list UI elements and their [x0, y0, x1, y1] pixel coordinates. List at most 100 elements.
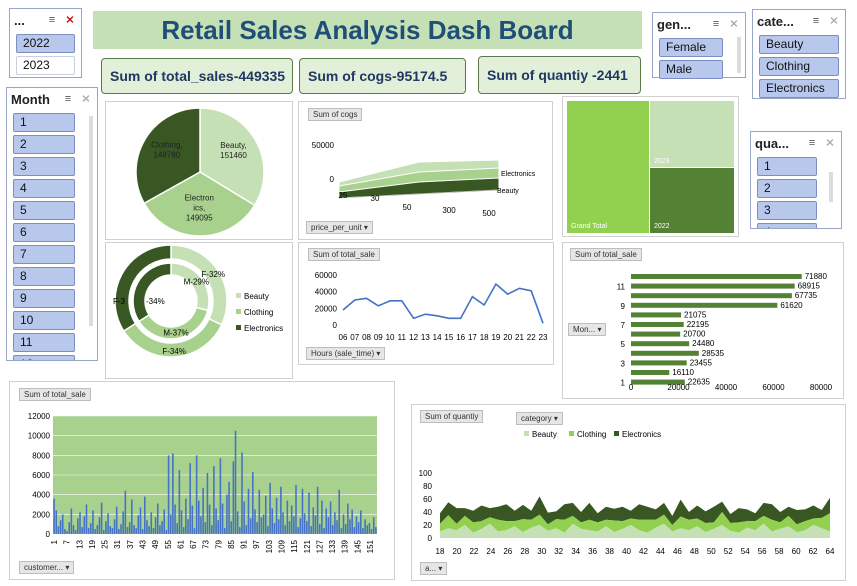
- month-item[interactable]: 11: [13, 333, 75, 352]
- multi-select-icon[interactable]: ≡: [712, 18, 720, 30]
- customer-bar: [96, 525, 99, 534]
- x-tick: 79: [214, 539, 223, 548]
- quarter-item[interactable]: 3: [757, 201, 817, 220]
- customer-bar: [355, 516, 358, 534]
- customer-bar: [92, 510, 94, 534]
- customer-bar: [247, 488, 250, 534]
- month-bar: [631, 293, 792, 299]
- y-tick: 80: [423, 482, 432, 491]
- customer-bar: [167, 455, 170, 534]
- legend-label: Clothing: [244, 308, 273, 317]
- hours-dropdown[interactable]: Hours (sale_time): [306, 347, 386, 360]
- x-tick: 1: [50, 539, 59, 544]
- y-tick: 60000: [315, 271, 338, 280]
- customer-bar: [74, 530, 77, 534]
- month-item-list: 123456789101112: [7, 113, 97, 360]
- month-bar: [631, 312, 682, 318]
- customer-bar: [53, 498, 55, 534]
- customer-bar: [144, 496, 146, 534]
- x-tick: 0: [629, 383, 634, 392]
- donut-segment: [114, 244, 172, 333]
- customer-bar: [83, 516, 86, 534]
- y-tick: 0: [46, 530, 51, 539]
- gender-item[interactable]: Male: [659, 60, 723, 79]
- gender-scrollbar[interactable]: [737, 37, 741, 73]
- customer-bar: [338, 489, 340, 534]
- month-item[interactable]: 8: [13, 267, 75, 286]
- month-dropdown[interactable]: Mon...: [568, 323, 607, 336]
- multi-select-icon[interactable]: ≡: [812, 15, 820, 27]
- customer-dropdown[interactable]: customer...: [19, 561, 75, 574]
- customer-bar: [109, 526, 112, 534]
- month-item[interactable]: 3: [13, 157, 75, 176]
- quarter-scrollbar[interactable]: [829, 172, 833, 202]
- gender-donut-panel: F-32% F-34% M-29% M-37% F-3 -34% Beauty Clothin…: [105, 242, 293, 379]
- x-tick: 40000: [715, 383, 738, 392]
- customer-bar: [146, 520, 148, 534]
- x-tick: 06: [339, 333, 348, 342]
- customer-bar: [219, 458, 222, 534]
- month-item[interactable]: 2: [13, 135, 75, 154]
- donut-data-label: F-32%: [201, 270, 225, 279]
- donut-data-label: M-29%: [184, 277, 209, 286]
- customer-bar: [314, 515, 317, 534]
- customer-bar: [148, 526, 150, 534]
- customer-bar: [295, 484, 297, 534]
- month-item[interactable]: 7: [13, 245, 75, 264]
- month-scrollbar[interactable]: [89, 116, 93, 326]
- multi-select-icon[interactable]: ≡: [64, 93, 72, 105]
- month-slicer: Month ≡ ⨯ 123456789101112: [6, 87, 98, 361]
- year-item[interactable]: 2023: [16, 56, 75, 75]
- month-item[interactable]: 5: [13, 201, 75, 220]
- customer-bar: [375, 527, 377, 534]
- quarter-item[interactable]: 1: [757, 157, 817, 176]
- quarter-item[interactable]: 4: [757, 223, 817, 228]
- kpi-total-sales: Sum of total_sales-449335: [101, 58, 293, 94]
- category-item[interactable]: Clothing: [759, 57, 839, 76]
- x-tick: 40: [622, 547, 631, 556]
- customer-bar: [262, 514, 265, 534]
- y-tick: 2000: [32, 510, 50, 519]
- category-item[interactable]: Beauty: [759, 35, 839, 54]
- treemap-label: 2023: [654, 158, 670, 165]
- gender-slicer-header: gen... ≡ ⨯: [653, 13, 745, 35]
- month-item[interactable]: 10: [13, 311, 75, 330]
- customer-bar: [152, 528, 155, 534]
- y-tick: 4000: [32, 491, 50, 500]
- x-tick: 133: [328, 539, 337, 553]
- x-tick: 151: [366, 539, 375, 553]
- y-tick: 40: [423, 508, 432, 517]
- month-item[interactable]: 6: [13, 223, 75, 242]
- customer-bar: [230, 521, 232, 534]
- year-item[interactable]: 2022: [16, 34, 75, 53]
- bar-data-label: 61620: [780, 301, 803, 310]
- month-item[interactable]: 12: [13, 355, 75, 360]
- customer-bar: [243, 501, 245, 534]
- multi-select-icon[interactable]: ≡: [48, 14, 56, 26]
- month-bar: [631, 379, 685, 385]
- quarter-slicer: qua... ≡ ⨯ 1 2 3 4: [750, 131, 842, 229]
- age-dropdown[interactable]: a...: [420, 562, 448, 575]
- kpi-total-sales-text: Sum of total_sales-449335: [110, 68, 286, 84]
- donut-data-label: M-37%: [163, 329, 188, 338]
- kpi-cogs-value: 95174.5: [396, 68, 448, 84]
- clear-filter-icon: ⨯: [729, 18, 739, 30]
- month-item[interactable]: 1: [13, 113, 75, 132]
- legend-swatch: [236, 309, 241, 314]
- category-item[interactable]: Electronics: [759, 79, 839, 98]
- price-per-unit-dropdown[interactable]: price_per_unit: [306, 221, 373, 234]
- bar-data-label: 24480: [692, 339, 715, 348]
- quarter-item[interactable]: 2: [757, 179, 817, 198]
- month-item[interactable]: 4: [13, 179, 75, 198]
- bar-data-label: 28535: [702, 349, 725, 358]
- gender-item[interactable]: Female: [659, 38, 723, 57]
- month-item[interactable]: 9: [13, 289, 75, 308]
- chart-title-tag: Sum of cogs: [308, 108, 363, 121]
- x-tick: 30: [537, 547, 546, 556]
- category-legend-dropdown[interactable]: category: [516, 412, 563, 425]
- y-tick: 6000: [32, 471, 50, 480]
- clear-filter-icon[interactable]: ⨯: [65, 14, 75, 26]
- x-tick: 24: [486, 547, 495, 556]
- x-tick: 13: [75, 539, 84, 548]
- multi-select-icon[interactable]: ≡: [808, 137, 816, 149]
